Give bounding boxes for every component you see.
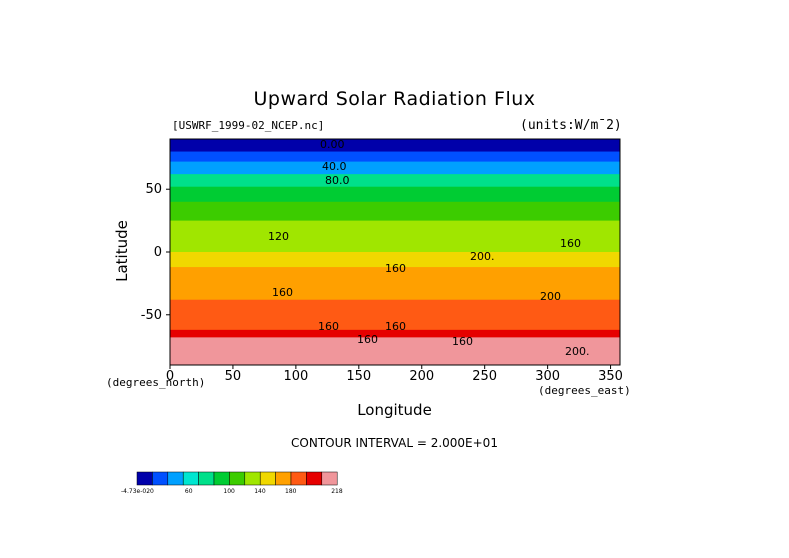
x-tick-label: 350 xyxy=(598,369,623,384)
colorbar-label: 60 xyxy=(185,488,193,495)
x-tick-label: 300 xyxy=(535,369,560,384)
contour-label: 80.0 xyxy=(325,174,350,187)
latitude-band xyxy=(170,151,620,163)
contour-label: 200. xyxy=(470,250,495,263)
colorbar-label: 180 xyxy=(285,488,297,495)
contour-interval-text: CONTOUR INTERVAL = 2.000E+01 xyxy=(291,436,498,450)
colorbar-swatch xyxy=(198,471,215,486)
chart-title: Upward Solar Radiation Flux xyxy=(253,88,536,110)
latitude-band xyxy=(170,337,620,347)
y-tick-label: 0 xyxy=(154,245,162,260)
x-tick-label: 100 xyxy=(283,369,308,384)
latitude-band xyxy=(170,220,620,240)
colorbar-swatch xyxy=(152,471,169,486)
latitude-band xyxy=(170,283,620,301)
colorbar-swatch xyxy=(244,471,261,486)
contour-label: 40.0 xyxy=(322,160,347,173)
latitude-band xyxy=(170,252,620,268)
latitude-band xyxy=(170,267,620,284)
colorbar-swatch xyxy=(167,471,184,486)
latitude-band xyxy=(170,329,620,338)
colorbar-label: 100 xyxy=(223,488,235,495)
contour-label: 160 xyxy=(385,262,406,275)
units-label: (units:W/m¯2) xyxy=(520,118,622,133)
colorbar-swatch xyxy=(213,471,230,486)
x-tick-label: 250 xyxy=(472,369,497,384)
latitude-band xyxy=(170,314,620,331)
y-tick-label: -50 xyxy=(141,308,162,323)
latitude-band xyxy=(170,299,620,316)
x-tick-label: 0 xyxy=(166,369,174,384)
latitude-band xyxy=(170,174,620,188)
latitude-band xyxy=(170,186,620,203)
x-axis-label: Longitude xyxy=(357,401,432,419)
x-tick-label: 200 xyxy=(409,369,434,384)
x-units-label: (degrees_east) xyxy=(538,384,631,397)
contour-label: 0.00 xyxy=(320,138,345,151)
y-units-label: (degrees_north) xyxy=(106,376,206,389)
colorbar-label: 218 xyxy=(331,488,343,495)
x-tick-label: 50 xyxy=(225,369,242,384)
latitude-band xyxy=(170,161,620,175)
colorbar-swatch xyxy=(259,471,276,486)
colorbar-swatch xyxy=(290,471,307,486)
contour-label: 160 xyxy=(560,237,581,250)
contour-label: 160 xyxy=(318,320,339,333)
contour-label: 120 xyxy=(268,230,289,243)
contour-label: 160 xyxy=(357,333,378,346)
colorbar-swatch xyxy=(306,471,323,486)
contour-label: 160 xyxy=(272,286,293,299)
latitude-band xyxy=(170,239,620,253)
colorbar-label: -4.73e-020 xyxy=(121,488,154,495)
latitude-band xyxy=(170,201,620,222)
colorbar-swatch xyxy=(229,471,246,486)
contour-label: 160 xyxy=(452,335,473,348)
y-tick-label: 50 xyxy=(145,182,162,197)
contour-label: 200 xyxy=(540,290,561,303)
latitude-band xyxy=(170,346,620,365)
latitude-band xyxy=(170,139,620,153)
colorbar-swatch xyxy=(136,471,153,486)
x-tick-label: 150 xyxy=(346,369,371,384)
colorbar-swatch xyxy=(275,471,292,486)
colorbar-swatch xyxy=(182,471,199,486)
colorbar-label: 140 xyxy=(254,488,266,495)
contour-label: 160 xyxy=(385,320,406,333)
colorbar-swatch xyxy=(321,471,338,486)
contour-label: 200. xyxy=(565,345,590,358)
source-file-label: [USWRF_1999-02_NCEP.nc] xyxy=(172,119,325,132)
